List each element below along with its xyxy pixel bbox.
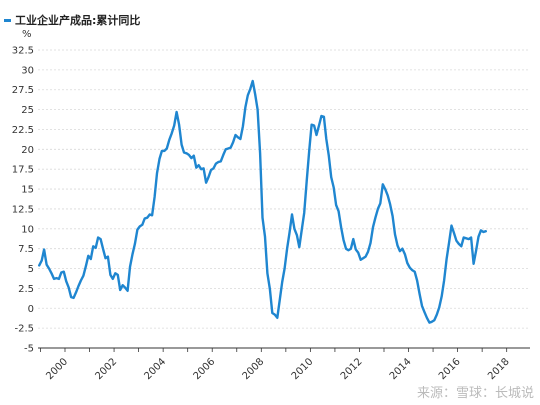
x-tick-label: 2018 — [486, 356, 512, 382]
legend-swatch — [4, 18, 11, 22]
series-line — [38, 79, 487, 324]
x-tick-label: 2000 — [44, 356, 70, 382]
y-tick-label: 2.5 — [18, 284, 34, 295]
x-tick-label: 2004 — [142, 356, 168, 382]
y-tick-label: 22.5 — [12, 125, 34, 136]
x-tick-label: 2006 — [192, 356, 218, 382]
y-tick-label: 20 — [21, 145, 34, 156]
y-tick-label: 32.5 — [12, 46, 34, 57]
y-tick-label: -5 — [24, 344, 34, 355]
y-tick-label: 0 — [28, 304, 34, 315]
y-tick-label: 27.5 — [12, 85, 34, 96]
y-tick-label: 10 — [21, 224, 34, 235]
y-unit-label: % — [22, 29, 32, 40]
watermark: 来源：雪球：长城说 — [416, 386, 534, 401]
x-tick-label: 2016 — [437, 356, 463, 382]
legend-label: 工业企业产成品:累计同比 — [15, 14, 141, 27]
x-tick-label: 2010 — [290, 356, 316, 382]
x-tick-label: 2012 — [339, 356, 365, 382]
x-tick-label: 2014 — [388, 356, 414, 382]
legend: 工业企业产成品:累计同比 — [4, 12, 140, 28]
y-tick-label: 30 — [21, 65, 34, 76]
x-tick-label: 2002 — [93, 356, 119, 382]
y-tick-label: 17.5 — [12, 165, 34, 176]
y-tick-label: 12.5 — [12, 204, 34, 215]
x-tick-label: 2008 — [241, 356, 267, 382]
y-tick-label: 5 — [28, 264, 34, 275]
y-tick-label: 7.5 — [18, 244, 34, 255]
y-tick-label: -2.5 — [14, 324, 34, 335]
y-tick-label: 25 — [21, 105, 34, 116]
y-tick-label: 15 — [21, 185, 34, 196]
